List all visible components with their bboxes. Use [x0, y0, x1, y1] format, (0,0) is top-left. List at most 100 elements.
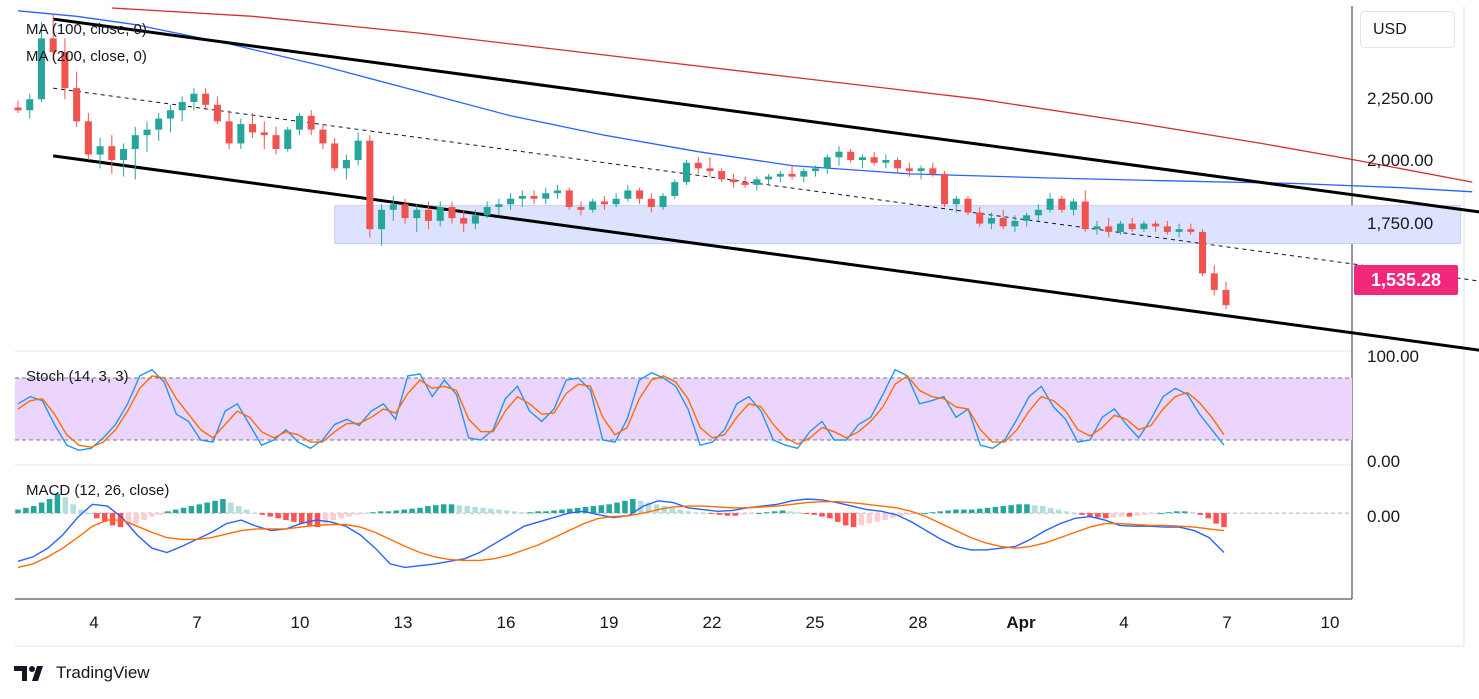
candle-body: [1070, 201, 1078, 210]
macd-hist-bar: [969, 509, 975, 514]
candle-body: [155, 118, 163, 130]
macd-hist-bar: [196, 504, 203, 514]
macd-hist-bar: [1221, 513, 1227, 528]
macd-hist-bar: [133, 513, 139, 524]
macd-hist-bar: [1126, 513, 1133, 517]
stoch-title: Stoch (14, 3, 3): [26, 368, 129, 385]
macd-hist-bar: [748, 513, 754, 515]
macd-hist-bar: [724, 513, 731, 516]
brand[interactable]: TradingView: [14, 663, 150, 683]
macd-hist-bar: [637, 500, 644, 514]
candle-body: [366, 140, 374, 230]
candle-body: [565, 190, 573, 208]
macd-hist-bar: [961, 509, 967, 514]
macd-hist-bar: [338, 513, 344, 519]
time-axis[interactable]: 4 7 10 13 16 19 22 25 28 Apr 4 7 10: [89, 613, 1339, 632]
macd-hist-bar: [1071, 513, 1077, 515]
date-tick: Apr: [1006, 613, 1036, 632]
candle-body: [1128, 223, 1136, 230]
macd-hist-bar: [1047, 507, 1054, 514]
tradingview-logo-icon: [14, 666, 43, 681]
macd-hist-bar: [1008, 505, 1014, 514]
macd-hist-bar: [543, 511, 549, 514]
candle-body: [507, 198, 515, 205]
candle-body: [260, 132, 268, 136]
macd-hist-bar: [448, 504, 455, 514]
candle-body: [61, 52, 69, 89]
macd-hist-bar: [70, 504, 76, 514]
candle-body: [1152, 223, 1160, 227]
macd-hist-bar: [409, 508, 415, 514]
candle-body: [976, 212, 984, 224]
macd-hist-bar: [984, 507, 991, 514]
macd-hist-bar: [701, 513, 707, 515]
candle-body: [765, 176, 773, 180]
macd-hist-bar: [559, 509, 565, 514]
macd-hist-bar: [38, 502, 45, 514]
date-tick: 25: [806, 613, 825, 632]
date-tick: 19: [600, 613, 619, 632]
macd-hist-bar: [503, 510, 510, 514]
date-tick: 7: [1222, 613, 1231, 632]
macd-hist-bar: [157, 513, 163, 515]
candle-body: [178, 101, 186, 111]
macd-hist-bar: [149, 513, 155, 517]
candle-body: [894, 160, 902, 169]
macd-hist-bar: [535, 511, 541, 514]
candle-body: [354, 140, 362, 161]
candle-body: [636, 190, 644, 199]
macd-hist-bar: [62, 497, 69, 514]
candle-body: [659, 195, 667, 208]
macd-hist-bar: [417, 507, 423, 514]
macd-hist-bar: [945, 510, 951, 514]
macd-hist-bar: [385, 511, 392, 514]
candle-body: [190, 93, 198, 102]
candle-body: [213, 104, 221, 122]
candle-body: [131, 135, 139, 149]
candle-body: [483, 207, 491, 216]
macd-hist-bar: [929, 512, 936, 514]
date-tick: 7: [192, 613, 201, 632]
currency-button[interactable]: USD: [1360, 11, 1455, 48]
macd-hist-bar: [369, 512, 376, 514]
macd-hist-bar: [1189, 512, 1196, 514]
candle-body: [671, 182, 679, 196]
macd-hist-bar: [23, 507, 29, 514]
candle-body: [941, 173, 949, 205]
macd-tick: 0.00: [1367, 507, 1400, 526]
candle-body: [964, 198, 972, 213]
macd-hist-bar: [220, 499, 226, 514]
price-axis[interactable]: 2,250.00 2,000.00 1,750.00 100.00 0.00 0…: [1367, 89, 1433, 526]
macd-hist-bar: [1039, 506, 1046, 514]
date-tick: 4: [89, 613, 98, 632]
candle-body: [448, 207, 456, 219]
candle-body: [73, 88, 81, 122]
stoch-tick: 100.00: [1367, 347, 1419, 366]
macd-hist-bar: [1016, 504, 1022, 514]
macd-hist-bar: [401, 509, 407, 514]
candle-body: [96, 146, 104, 155]
macd-hist-bar: [819, 513, 825, 517]
ma200-line: [111, 7, 1473, 183]
macd-hist-bar: [1142, 513, 1148, 515]
macd-hist-bar: [1134, 513, 1141, 516]
brand-name: TradingView: [56, 663, 150, 682]
candle-body: [776, 173, 784, 177]
macd-hist-bar: [346, 513, 352, 517]
macd-hist-bar: [898, 513, 904, 517]
candlesticks: [14, 13, 1230, 310]
macd-hist-bar: [1150, 513, 1156, 515]
candle-body: [905, 168, 913, 172]
macd-hist-bar: [511, 511, 518, 514]
macd-hist-bar: [614, 502, 620, 514]
candle-body: [108, 146, 116, 161]
moving-averages: [17, 7, 1473, 193]
macd-hist-bar: [606, 504, 612, 514]
macd-hist-bar: [440, 504, 447, 514]
candle-body: [26, 99, 34, 111]
macd-hist-bar: [890, 513, 896, 519]
candle-body: [882, 160, 890, 163]
macd-hist-bar: [433, 505, 439, 514]
candle-body: [987, 218, 995, 224]
